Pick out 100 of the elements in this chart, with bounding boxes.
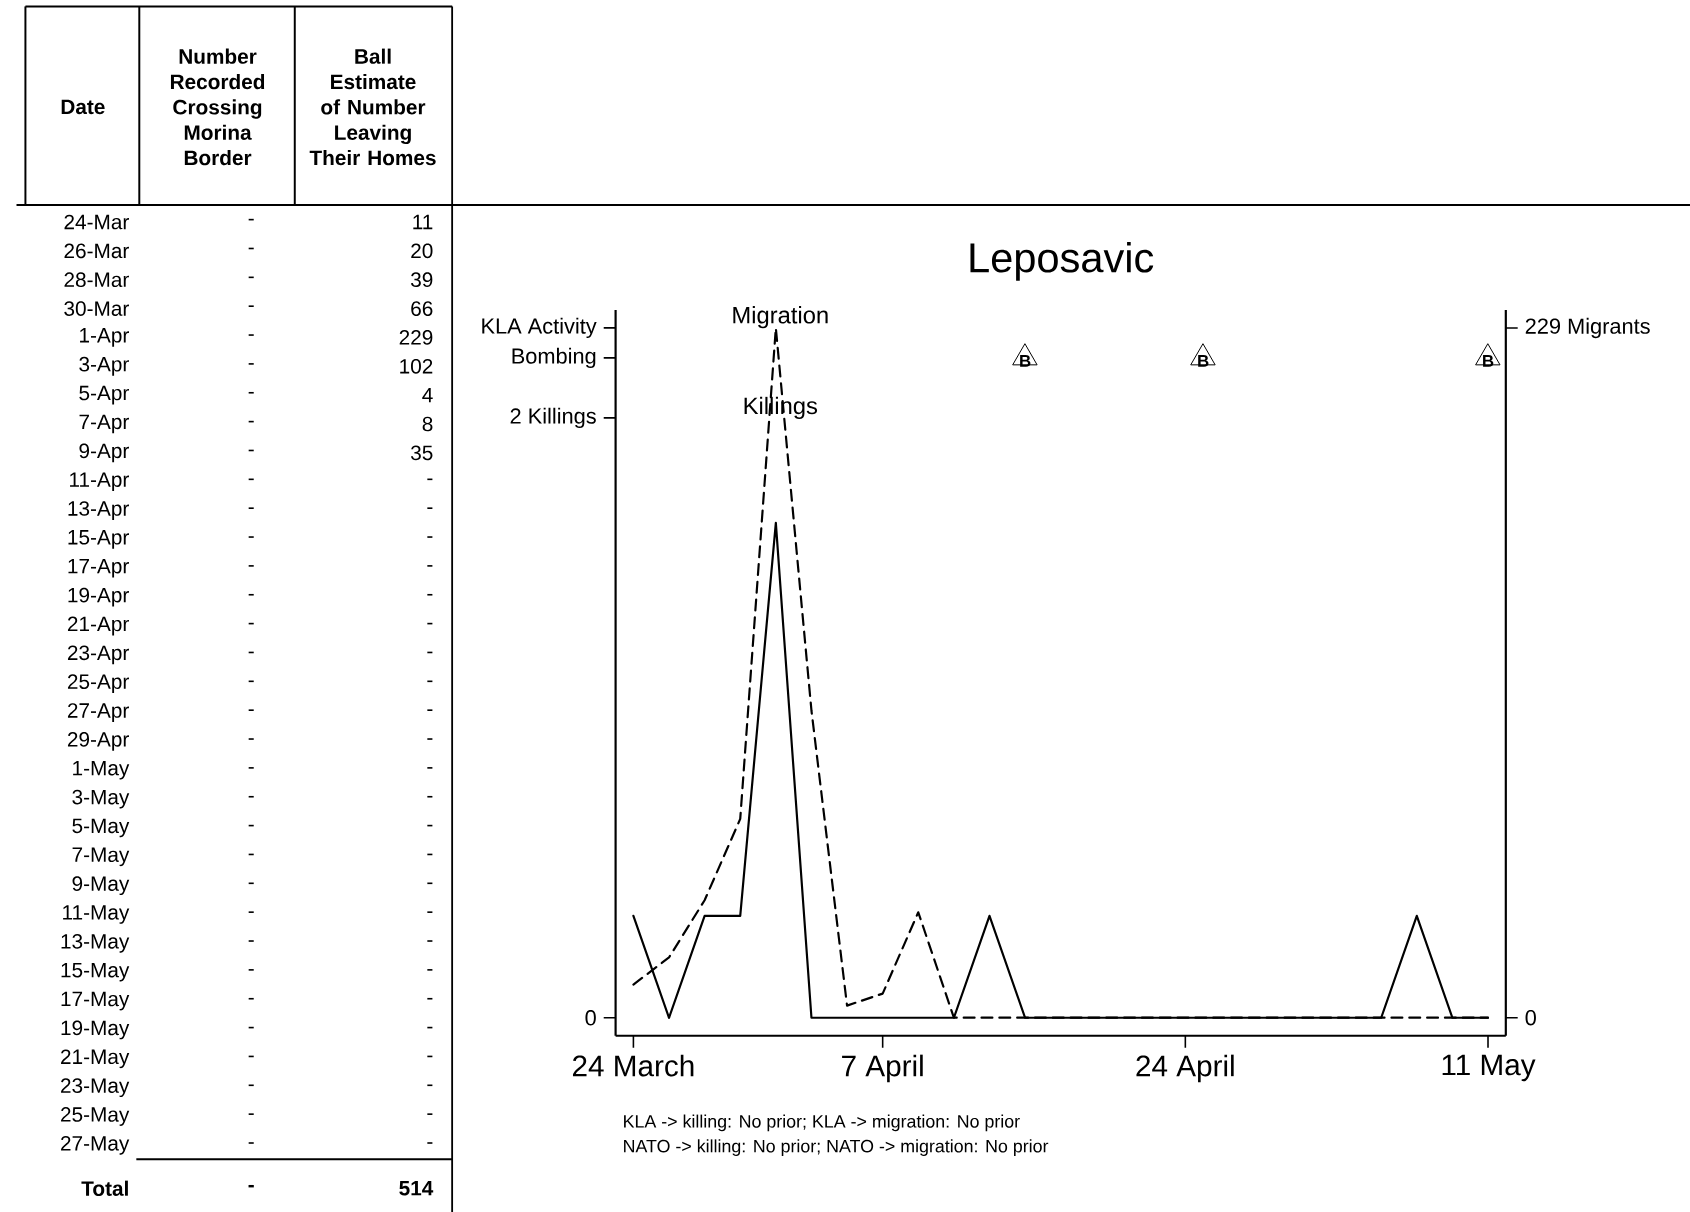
x-tick-label: 7 April [842, 1054, 923, 1083]
x-tick-label: 24 April [1136, 1054, 1234, 1083]
text: 19-May [61, 1020, 130, 1040]
text: 13-Apr [68, 501, 129, 520]
data-label: B [1483, 355, 1494, 367]
text: - [248, 997, 254, 1000]
y-tick-label: 2 Killings [510, 407, 596, 429]
text: 102 [400, 358, 433, 374]
text: - [427, 507, 433, 509]
text: - [248, 795, 254, 798]
text: - [248, 478, 254, 481]
text: 25-May [61, 1107, 130, 1126]
text: - [427, 969, 433, 971]
text: - [248, 738, 254, 740]
text: - [248, 1055, 254, 1058]
text: Date [61, 99, 105, 115]
y-tick-label: 0 [585, 1010, 596, 1026]
data-label: B [1198, 355, 1209, 367]
text: - [427, 911, 433, 913]
text: - [427, 795, 433, 798]
text: - [248, 420, 254, 423]
text: 3-Apr [79, 356, 129, 376]
text: - [248, 334, 254, 336]
text: - [248, 276, 254, 279]
text: 17-May [61, 991, 130, 1011]
text: - [427, 1084, 433, 1087]
x-tick-label: 11 May [1442, 1054, 1536, 1082]
text: - [248, 651, 254, 654]
text: - [427, 478, 433, 481]
text: - [248, 1084, 254, 1087]
text: - [248, 1026, 254, 1029]
text: 3-May [72, 789, 130, 809]
y2-tick-label: 0 [1525, 1009, 1536, 1026]
text: 23-Apr [67, 645, 129, 665]
text: - [427, 1055, 433, 1058]
text: 15-May [61, 962, 130, 982]
text: 11 [413, 214, 433, 230]
text: - [427, 997, 433, 1000]
text: 9-Apr [79, 443, 129, 463]
text: - [248, 218, 254, 221]
text: 19-Apr [68, 587, 129, 607]
text: 4 [422, 387, 433, 403]
text: - [427, 882, 433, 885]
text: - [248, 363, 254, 365]
text: - [427, 565, 433, 567]
text: - [248, 391, 254, 394]
data-label: B [1020, 355, 1031, 367]
text: 20 [411, 243, 433, 259]
text: - [248, 680, 254, 683]
text: 30-Mar [64, 301, 129, 316]
text: 15-Apr [68, 530, 129, 549]
text: - [248, 1142, 254, 1144]
text: 514 [399, 1181, 434, 1196]
text: - [248, 853, 254, 856]
text: - [427, 709, 433, 711]
text: - [427, 651, 433, 654]
text: - [248, 882, 254, 885]
text: 1-May [73, 760, 130, 780]
text: - [427, 622, 433, 625]
text: - [248, 622, 254, 625]
text: - [248, 305, 254, 307]
text: 29-Apr [67, 731, 129, 751]
text: 21-Apr [67, 616, 129, 636]
text: 25-Apr [67, 674, 129, 694]
text: Number Recorded Crossing Morina Border [170, 48, 265, 166]
text: 26-Mar [64, 243, 129, 259]
x-tick-label: 24 March [572, 1054, 694, 1077]
text: KLA -> killing: No prior; KLA -> migration: No prior [624, 1114, 1020, 1132]
text: 39 [410, 272, 433, 288]
text: - [248, 593, 254, 596]
text: - [248, 507, 254, 509]
text: 229 [399, 330, 433, 345]
text: 9-May [72, 876, 130, 896]
text: 21-May [61, 1049, 130, 1069]
text: 28-Mar [64, 272, 129, 288]
text: - [427, 853, 433, 856]
text: - [427, 767, 433, 769]
text: - [248, 247, 254, 250]
y2-tick-label: 229 Migrants [1525, 317, 1650, 339]
text: - [248, 1184, 254, 1188]
text: 5-Apr [79, 385, 129, 405]
text: 27-Apr [67, 703, 129, 722]
text: - [427, 824, 433, 827]
text: 5-May [72, 818, 130, 838]
text: 17-Apr [68, 558, 129, 578]
text: - [427, 536, 433, 538]
text: 13-May [61, 933, 130, 953]
annotation: Migration [733, 306, 828, 329]
text: - [248, 1113, 254, 1115]
text: - [248, 911, 254, 913]
text: - [427, 1026, 433, 1029]
text: - [427, 593, 433, 596]
text: 7-Apr [79, 414, 129, 434]
text: - [248, 565, 254, 567]
text: - [248, 536, 254, 538]
text: - [427, 940, 433, 942]
text: 23-May [61, 1078, 130, 1098]
text: 24-Mar [64, 214, 129, 230]
text: 7-May [72, 847, 130, 867]
text: Total [81, 1180, 128, 1196]
